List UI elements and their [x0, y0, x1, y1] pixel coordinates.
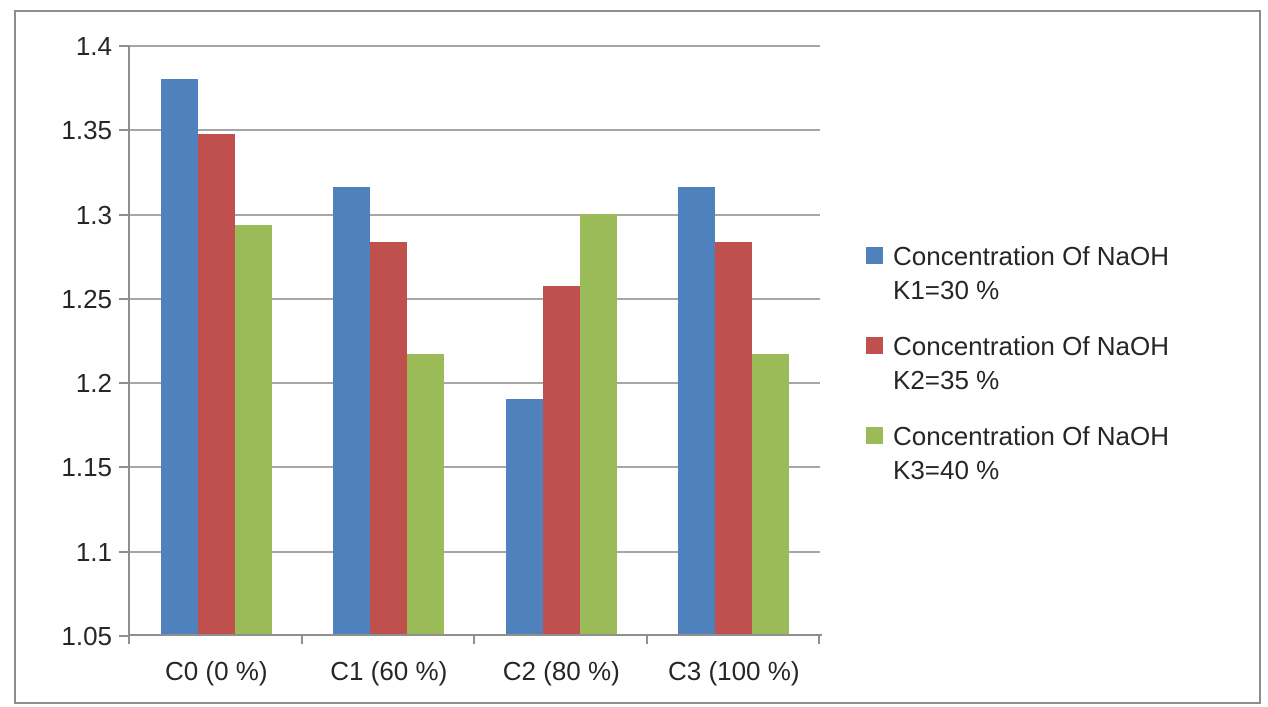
bar-series2-cat3: [542, 286, 580, 635]
legend-label-line: K1=30 %: [893, 275, 1000, 305]
y-axis-tick: [119, 466, 128, 468]
legend-label-line: Concentration Of NaOH: [893, 241, 1170, 271]
bar-series2-cat2: [370, 242, 408, 635]
bar-series1-cat3: [505, 399, 543, 635]
bar-series1-cat1: [160, 78, 198, 635]
plot-area: [130, 45, 820, 635]
x-axis-tick: [473, 636, 475, 644]
bar-group-c0: [130, 45, 303, 635]
gridline: [130, 298, 820, 300]
legend-label-line: Concentration Of NaOH: [893, 331, 1170, 361]
y-axis-tick: [119, 129, 128, 131]
x-axis-tick: [301, 636, 303, 644]
bar-series2-cat1: [197, 134, 235, 635]
y-axis-tick-label: 1.25: [61, 284, 112, 314]
y-axis-tick-label: 1.1: [75, 537, 112, 567]
legend-label-line: K2=35 %: [893, 365, 1000, 395]
gridline: [130, 214, 820, 216]
x-axis-category-label: C2 (80 %): [502, 656, 620, 686]
gridline: [130, 129, 820, 131]
y-axis-tick: [119, 214, 128, 216]
legend-item-label: Concentration Of NaOH K3=40 %: [893, 419, 1169, 487]
y-axis-tick-label: 1.2: [75, 368, 112, 398]
y-axis-tick-label: 1.35: [61, 115, 112, 145]
legend-label-line: K3=40 %: [893, 455, 1000, 485]
y-axis-tick: [119, 382, 128, 384]
bar-series3-cat2: [407, 353, 445, 635]
legend-item-label: Concentration Of NaOH K2=35 %: [893, 329, 1169, 397]
legend-item-k2: Concentration Of NaOH K2=35 %: [866, 329, 1169, 397]
gridline: [130, 382, 820, 384]
legend-swatch-icon: [866, 247, 883, 264]
bar-series3-cat4: [752, 353, 790, 635]
bar-series1-cat4: [678, 186, 716, 635]
chart-legend: Concentration Of NaOH K1=30 % Concentratio…: [866, 239, 1169, 487]
bar-group-c2: [475, 45, 648, 635]
x-axis-category-label: C1 (60 %): [330, 656, 448, 686]
x-axis-line: [128, 634, 822, 636]
bar-series2-cat4: [715, 242, 753, 635]
gridline: [130, 551, 820, 553]
x-axis-tick: [646, 636, 648, 644]
y-axis-tick-label: 1.05: [61, 621, 112, 651]
legend-item-k1: Concentration Of NaOH K1=30 %: [866, 239, 1169, 307]
y-axis-tick-label: 1.3: [75, 200, 112, 230]
y-axis-tick: [119, 551, 128, 553]
y-axis-line: [128, 45, 130, 637]
x-axis-tick: [128, 636, 130, 644]
legend-swatch-icon: [866, 337, 883, 354]
legend-item-label: Concentration Of NaOH K1=30 %: [893, 239, 1169, 307]
legend-item-k3: Concentration Of NaOH K3=40 %: [866, 419, 1169, 487]
y-axis-tick: [119, 635, 128, 637]
bar-series1-cat2: [333, 186, 371, 635]
y-axis-tick-label: 1.15: [61, 452, 112, 482]
bar-series3-cat3: [579, 213, 617, 635]
gridline: [130, 45, 820, 47]
bar-group-c3: [648, 45, 821, 635]
bar-series3-cat1: [234, 225, 272, 635]
y-axis-tick: [119, 45, 128, 47]
x-axis-category-label: C0 (0 %): [164, 656, 268, 686]
x-axis-category-label: C3 (100 %): [668, 656, 800, 686]
y-axis-tick-label: 1.4: [75, 31, 112, 61]
bar-group-c1: [303, 45, 476, 635]
x-axis-tick: [818, 636, 820, 644]
legend-swatch-icon: [866, 427, 883, 444]
gridline: [130, 466, 820, 468]
y-axis-tick: [119, 298, 128, 300]
legend-label-line: Concentration Of NaOH: [893, 421, 1170, 451]
